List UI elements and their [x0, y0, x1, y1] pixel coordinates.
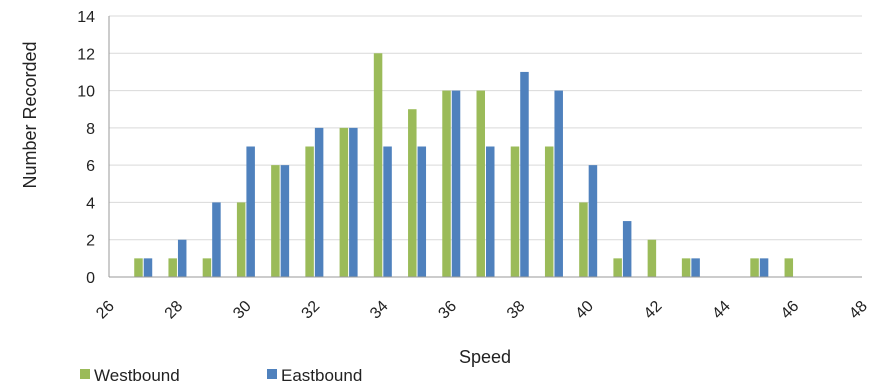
bar-westbound-33 — [339, 127, 349, 277]
x-tick-label-26: 26 — [93, 298, 118, 323]
y-tick-label-12: 12 — [77, 46, 95, 63]
y-axis-title: Number Recorded — [20, 41, 40, 188]
bar-eastbound-28 — [177, 239, 187, 277]
legend-label-westbound: Westbound — [94, 366, 180, 385]
bar-eastbound-34 — [383, 146, 392, 277]
legend-swatch-westbound — [80, 369, 90, 379]
x-tick-label-48: 48 — [846, 298, 871, 323]
bar-westbound-28 — [168, 258, 177, 277]
y-tick-label-8: 8 — [86, 121, 95, 138]
bar-eastbound-35 — [417, 146, 427, 277]
bar-westbound-38 — [510, 146, 520, 277]
bar-eastbound-30 — [246, 146, 255, 277]
bars — [134, 53, 794, 278]
x-tick-label-44: 44 — [709, 298, 734, 323]
bar-westbound-45 — [750, 258, 759, 277]
bar-eastbound-45 — [759, 258, 769, 277]
bar-eastbound-39 — [554, 90, 563, 277]
bar-westbound-40 — [579, 202, 588, 277]
bar-eastbound-29 — [212, 202, 221, 277]
bar-eastbound-40 — [588, 165, 598, 277]
bar-eastbound-41 — [622, 221, 632, 277]
bar-westbound-42 — [647, 239, 657, 277]
x-tick-label-32: 32 — [299, 298, 324, 323]
y-tick-label-2: 2 — [86, 233, 95, 250]
y-tick-label-4: 4 — [86, 195, 95, 212]
bar-westbound-36 — [442, 90, 451, 277]
gridlines — [109, 15, 862, 241]
bar-eastbound-27 — [143, 258, 153, 277]
axes — [108, 16, 862, 278]
bar-eastbound-32 — [314, 127, 324, 277]
bar-westbound-39 — [544, 146, 554, 277]
x-axis-title: Speed — [459, 347, 511, 367]
bar-westbound-43 — [681, 258, 691, 277]
bar-eastbound-31 — [280, 165, 290, 277]
legend: Westbound Eastbound — [80, 366, 362, 385]
bar-eastbound-38 — [520, 71, 529, 277]
x-tick-label-46: 46 — [778, 298, 803, 323]
x-tick-label-38: 38 — [504, 298, 529, 323]
bar-westbound-31 — [271, 165, 280, 277]
x-tick-label-30: 30 — [230, 298, 255, 323]
bar-westbound-41 — [613, 258, 622, 277]
bar-westbound-34 — [373, 53, 383, 278]
bar-westbound-29 — [202, 258, 212, 277]
legend-swatch-eastbound — [267, 369, 277, 379]
bar-westbound-30 — [236, 202, 246, 277]
legend-label-eastbound: Eastbound — [281, 366, 362, 385]
bar-eastbound-36 — [451, 90, 461, 277]
y-tick-label-6: 6 — [86, 158, 95, 175]
y-tick-label-10: 10 — [77, 84, 95, 101]
y-tick-label-0: 0 — [86, 270, 95, 287]
bar-westbound-35 — [408, 109, 417, 277]
bar-eastbound-33 — [349, 127, 358, 277]
bar-westbound-37 — [476, 90, 485, 277]
x-tick-label-28: 28 — [162, 298, 187, 323]
x-tick-label-40: 40 — [572, 298, 597, 323]
bar-eastbound-43 — [691, 258, 700, 277]
y-tick-label-14: 14 — [77, 9, 95, 26]
bar-westbound-32 — [305, 146, 314, 277]
bar-eastbound-37 — [486, 146, 495, 277]
x-tick-label-34: 34 — [367, 298, 392, 323]
bar-westbound-27 — [134, 258, 143, 277]
bar-westbound-46 — [784, 258, 794, 277]
x-tick-label-42: 42 — [641, 298, 666, 323]
x-tick-label-36: 36 — [435, 298, 460, 323]
